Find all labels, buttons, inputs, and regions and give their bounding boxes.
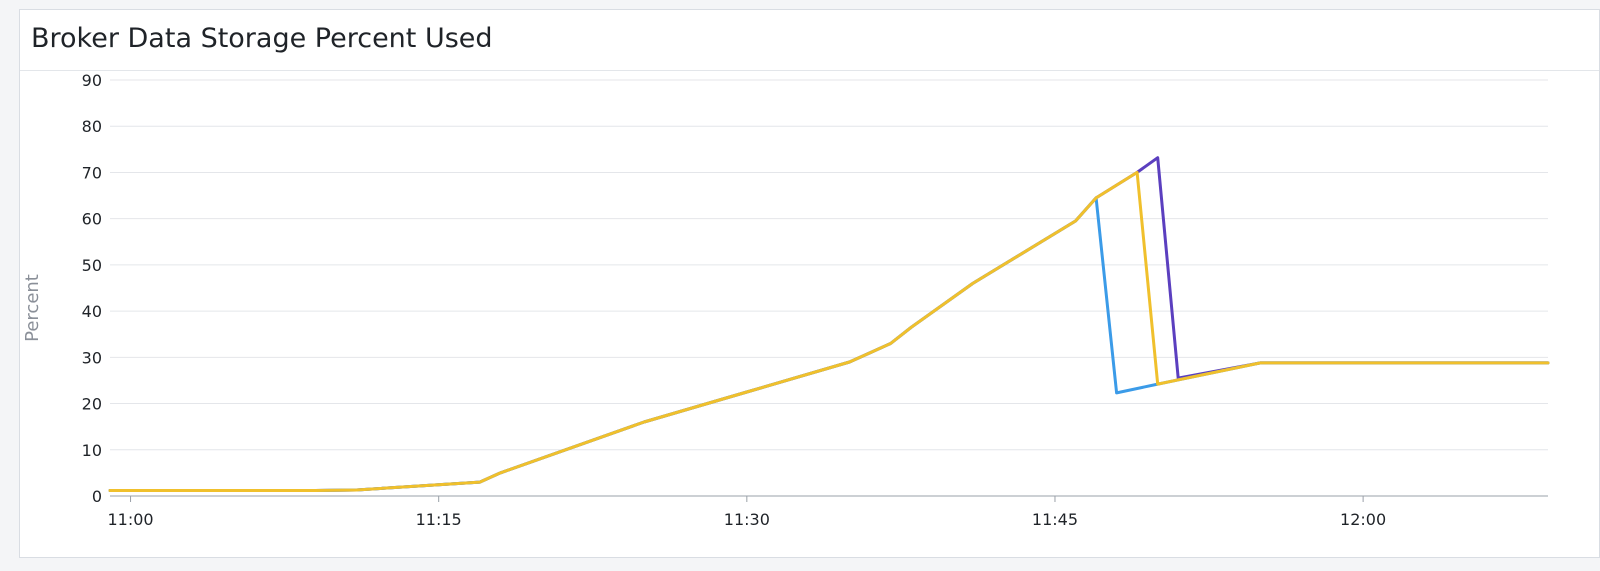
x-tick-label: 11:00 [107, 510, 153, 529]
y-tick-label: 80 [82, 117, 102, 136]
series-line-2 [108, 196, 1550, 492]
series-line-1 [108, 156, 1550, 492]
y-tick-label: 50 [82, 256, 102, 275]
series-line-3 [108, 170, 1550, 492]
panel-title: Broker Data Storage Percent Used [31, 23, 493, 54]
y-tick-label: 60 [82, 210, 102, 229]
y-tick-label: 40 [82, 302, 102, 321]
x-tick-label: 11:15 [416, 510, 462, 529]
y-axis: 0 10 20 30 40 50 60 70 80 90 [82, 71, 102, 506]
series-group [108, 156, 1550, 492]
x-tick-label: 11:45 [1032, 510, 1078, 529]
y-axis-title: Percent [22, 274, 43, 342]
x-tick-label: 12:00 [1340, 510, 1386, 529]
chart-panel: Broker Data Storage Percent Used [19, 9, 1600, 558]
x-tick-label: 11:30 [724, 510, 770, 529]
y-tick-label: 70 [82, 163, 102, 182]
y-tick-label: 30 [82, 348, 102, 367]
y-tick-label: 10 [82, 441, 102, 460]
panel-header: Broker Data Storage Percent Used [20, 10, 1599, 71]
x-axis: 11:00 11:15 11:30 11:45 12:00 [107, 495, 1548, 529]
grid-lines [110, 79, 1548, 451]
y-tick-label: 90 [82, 71, 102, 90]
y-tick-label: 20 [82, 395, 102, 414]
y-tick-label: 0 [92, 487, 102, 506]
